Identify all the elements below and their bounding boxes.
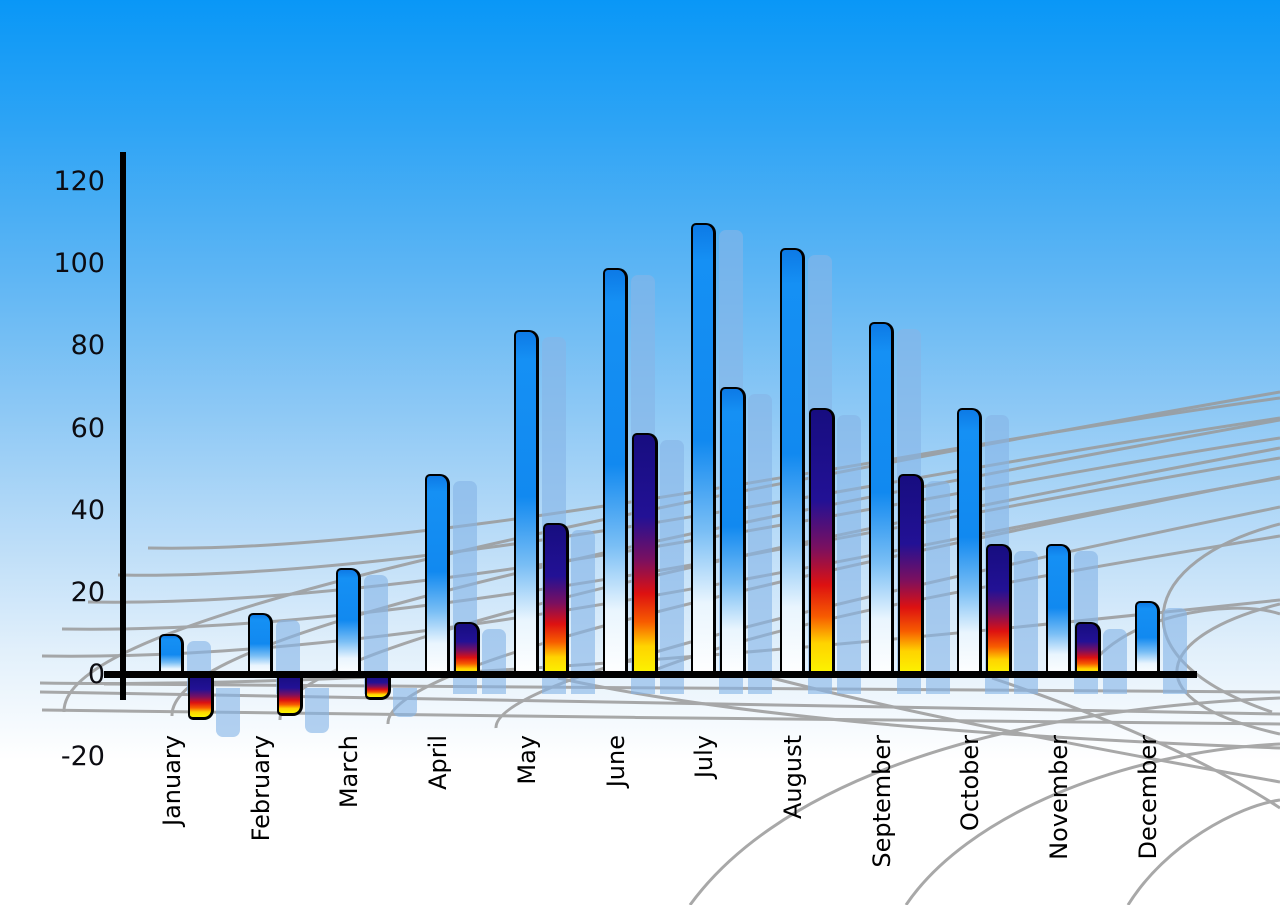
bar-primary	[336, 568, 361, 675]
bar-secondary-negative	[188, 675, 214, 720]
bar-secondary	[632, 433, 658, 675]
bar-echo	[926, 481, 950, 694]
bar-primary	[603, 268, 628, 675]
bar-primary	[957, 408, 982, 675]
x-axis-month-label: April	[424, 735, 452, 790]
x-axis-month-label: August	[779, 735, 807, 819]
bar-echo	[660, 440, 684, 694]
grid-arc	[1126, 798, 1280, 905]
bar-secondary-negative	[277, 675, 303, 716]
y-axis-tick-label: 80	[70, 330, 105, 362]
x-axis-month-label: March	[335, 735, 363, 809]
y-axis-tick-label: 20	[70, 576, 105, 608]
x-axis-month-label: May	[513, 735, 541, 785]
bar-echo	[1014, 551, 1038, 694]
bar-primary	[869, 322, 894, 675]
x-axis-month-label: October	[956, 735, 984, 832]
bar-primary	[691, 223, 716, 675]
y-axis-tick-label: -20	[60, 741, 105, 773]
x-axis-month-label: December	[1134, 735, 1162, 860]
bar-echo	[305, 688, 329, 733]
y-axis-tick-label: 60	[70, 412, 105, 444]
grid-line	[87, 436, 1280, 604]
bar-primary	[1135, 601, 1160, 675]
x-axis-month-label: November	[1045, 735, 1073, 860]
y-axis-tick-label: 100	[53, 248, 105, 280]
bar-secondary	[898, 474, 924, 675]
bar-echo	[216, 688, 240, 737]
x-axis-month-label: February	[247, 735, 275, 842]
x-axis-month-label: June	[602, 735, 630, 788]
bar-secondary	[1075, 622, 1101, 675]
bar-secondary	[809, 408, 835, 675]
bar-primary	[514, 330, 539, 675]
bar-secondary	[720, 387, 746, 675]
bar-secondary-negative	[365, 675, 391, 700]
bar-primary	[1046, 544, 1071, 675]
x-axis-month-label: July	[690, 735, 718, 779]
y-axis-tick-label: 40	[70, 494, 105, 526]
bar-primary	[780, 248, 805, 675]
x-axis-month-label: September	[868, 735, 896, 868]
bar-secondary	[543, 523, 569, 675]
bar-echo	[837, 415, 861, 694]
grid-line	[61, 456, 1280, 631]
bar-echo	[1103, 629, 1127, 694]
bar-echo	[482, 629, 506, 694]
x-axis-month-label: January	[158, 735, 186, 826]
y-axis-line	[120, 152, 126, 700]
grid-arc	[904, 742, 1280, 905]
bar-primary	[248, 613, 273, 675]
bar-echo	[1163, 608, 1187, 694]
y-axis-tick-label: 0	[87, 659, 105, 690]
bar-echo	[393, 688, 417, 717]
bar-secondary	[454, 622, 480, 675]
x-axis-baseline	[104, 671, 1197, 678]
bar-primary	[159, 634, 184, 675]
grid-arc	[688, 696, 1280, 905]
bar-primary	[425, 474, 450, 675]
bar-secondary	[986, 544, 1012, 675]
bar-echo	[571, 530, 595, 694]
y-axis-tick-label: 120	[53, 166, 105, 198]
bar-echo	[748, 394, 772, 694]
